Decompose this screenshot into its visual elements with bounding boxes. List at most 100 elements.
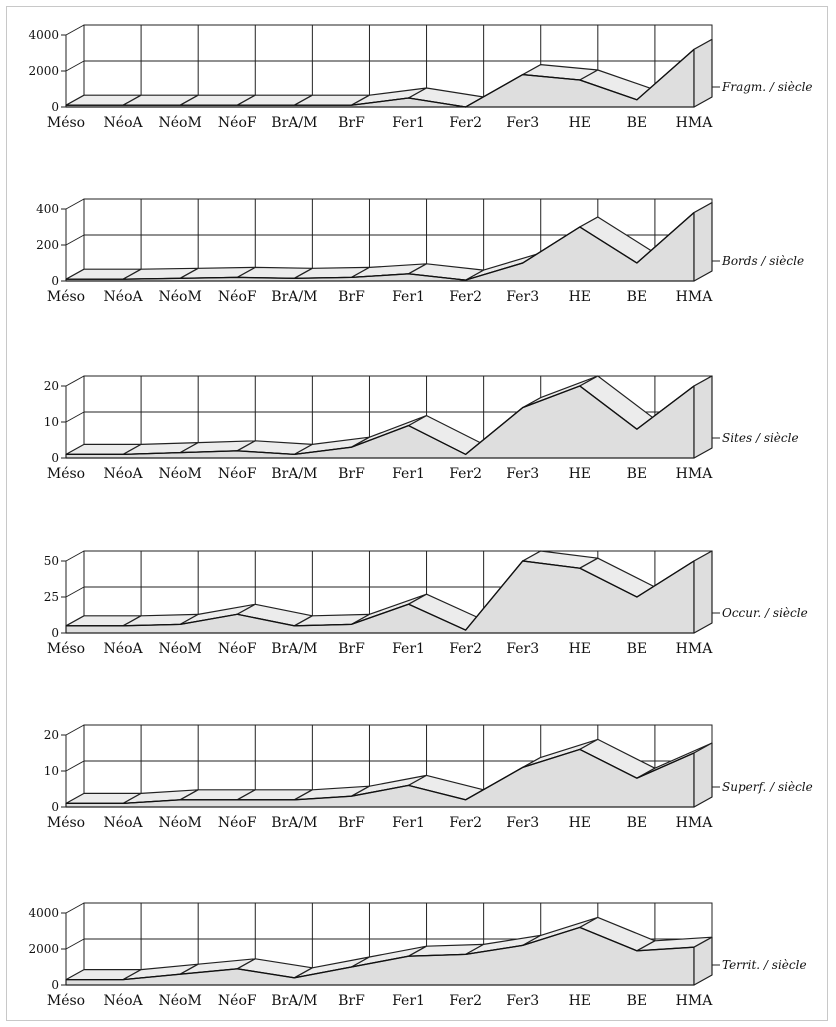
x-tick-label: Méso xyxy=(47,466,85,482)
x-tick-label: HMA xyxy=(676,289,714,305)
x-tick-label: Fer3 xyxy=(506,466,539,482)
x-tick-label: BrA/M xyxy=(271,466,317,482)
x-tick-label: BrF xyxy=(338,289,365,305)
y-tick-label: 2000 xyxy=(28,64,59,78)
side-label: Sites / siècle xyxy=(722,431,799,445)
x-tick-label: Méso xyxy=(47,641,85,657)
x-tick-label: NéoM xyxy=(159,815,202,831)
side-label: Superf. / siècle xyxy=(722,780,813,794)
gridline-side xyxy=(66,412,84,422)
gridline-side xyxy=(66,903,84,913)
side-label: Occur. / siècle xyxy=(722,606,808,620)
x-tick-label: BE xyxy=(627,289,648,305)
y-tick-label: 25 xyxy=(44,590,59,604)
x-tick-label: NéoA xyxy=(104,115,144,131)
x-tick-label: Méso xyxy=(47,993,85,1009)
x-tick-label: HE xyxy=(569,993,591,1009)
side-label: Bords / siècle xyxy=(721,254,804,268)
side-label: Territ. / siècle xyxy=(722,958,807,972)
x-tick-label: NéoM xyxy=(159,466,202,482)
gridline-side xyxy=(66,587,84,597)
x-tick-label: Fer3 xyxy=(506,641,539,657)
x-tick-label: HE xyxy=(569,641,591,657)
x-tick-label: Fer2 xyxy=(449,289,482,305)
x-tick-label: Fer2 xyxy=(449,815,482,831)
y-tick-label: 20 xyxy=(44,379,59,393)
x-tick-label: Méso xyxy=(47,289,85,305)
y-tick-label: 10 xyxy=(44,764,59,778)
x-tick-label: NéoF xyxy=(218,815,257,831)
area-end-face xyxy=(694,39,712,107)
x-tick-label: NéoA xyxy=(104,289,144,305)
x-tick-label: Méso xyxy=(47,115,85,131)
x-tick-label: Fer2 xyxy=(449,115,482,131)
x-tick-label: Fer3 xyxy=(506,289,539,305)
x-tick-label: BrF xyxy=(338,641,365,657)
y-tick-label: 10 xyxy=(44,415,59,429)
y-tick-label: 200 xyxy=(36,238,59,252)
x-tick-label: HMA xyxy=(676,115,714,131)
area-end-face xyxy=(694,376,712,458)
area-end-face xyxy=(694,203,712,281)
chart-panel-4: 50 25 0Méso NéoA NéoM NéoF BrA/M BrF Fer1 Fer2 Fer… xyxy=(44,551,808,657)
x-tick-label: BrA/M xyxy=(271,289,317,305)
x-tick-label: Fer2 xyxy=(449,641,482,657)
gridline-side xyxy=(66,199,84,209)
x-tick-label: Fer1 xyxy=(392,641,425,657)
x-tick-label: BrF xyxy=(338,815,365,831)
x-tick-label: HMA xyxy=(676,466,714,482)
x-tick-label: HMA xyxy=(676,641,714,657)
x-tick-label: NéoA xyxy=(104,641,144,657)
y-tick-label: 2000 xyxy=(28,942,59,956)
x-tick-label: HMA xyxy=(676,815,714,831)
x-tick-label: BE xyxy=(627,466,648,482)
side-label: Fragm. / siècle xyxy=(721,80,813,94)
x-tick-label: Fer3 xyxy=(506,115,539,131)
gridline-side xyxy=(66,551,84,561)
gridline-side xyxy=(66,725,84,735)
x-tick-label: NéoF xyxy=(218,466,257,482)
x-tick-label: BE xyxy=(627,815,648,831)
x-tick-label: BE xyxy=(627,115,648,131)
y-tick-label: 50 xyxy=(44,554,59,568)
x-tick-label: NéoM xyxy=(159,641,202,657)
area-end-face xyxy=(694,743,712,807)
x-tick-label: Fer1 xyxy=(392,993,425,1009)
x-tick-label: HE xyxy=(569,289,591,305)
x-tick-label: Fer1 xyxy=(392,115,425,131)
x-tick-label: HE xyxy=(569,115,591,131)
x-tick-label: Fer2 xyxy=(449,993,482,1009)
x-tick-label: HE xyxy=(569,815,591,831)
x-tick-label: NéoM xyxy=(159,115,202,131)
gridline-side xyxy=(66,25,84,35)
gridline-side xyxy=(66,376,84,386)
y-tick-label: 4000 xyxy=(28,906,59,920)
x-tick-label: Fer2 xyxy=(449,466,482,482)
gridline-side xyxy=(66,939,84,949)
y-tick-label: 0 xyxy=(51,100,59,114)
y-tick-label: 0 xyxy=(51,626,59,640)
x-tick-label: Fer1 xyxy=(392,815,425,831)
x-tick-label: NéoF xyxy=(218,641,257,657)
y-tick-label: 4000 xyxy=(28,28,59,42)
x-tick-label: BrA/M xyxy=(271,641,317,657)
x-tick-label: NéoM xyxy=(159,289,202,305)
x-tick-label: Méso xyxy=(47,815,85,831)
x-tick-label: HMA xyxy=(676,993,714,1009)
x-tick-label: BE xyxy=(627,641,648,657)
y-tick-label: 20 xyxy=(44,728,59,742)
gridline-side xyxy=(66,761,84,771)
x-tick-label: NéoA xyxy=(104,815,144,831)
x-tick-label: NéoF xyxy=(218,289,257,305)
x-tick-label: BrF xyxy=(338,466,365,482)
y-tick-label: 0 xyxy=(51,451,59,465)
x-tick-label: BrA/M xyxy=(271,815,317,831)
area-end-face xyxy=(694,551,712,633)
x-tick-label: NéoA xyxy=(104,993,144,1009)
gridline-side xyxy=(66,235,84,245)
x-tick-label: BE xyxy=(627,993,648,1009)
